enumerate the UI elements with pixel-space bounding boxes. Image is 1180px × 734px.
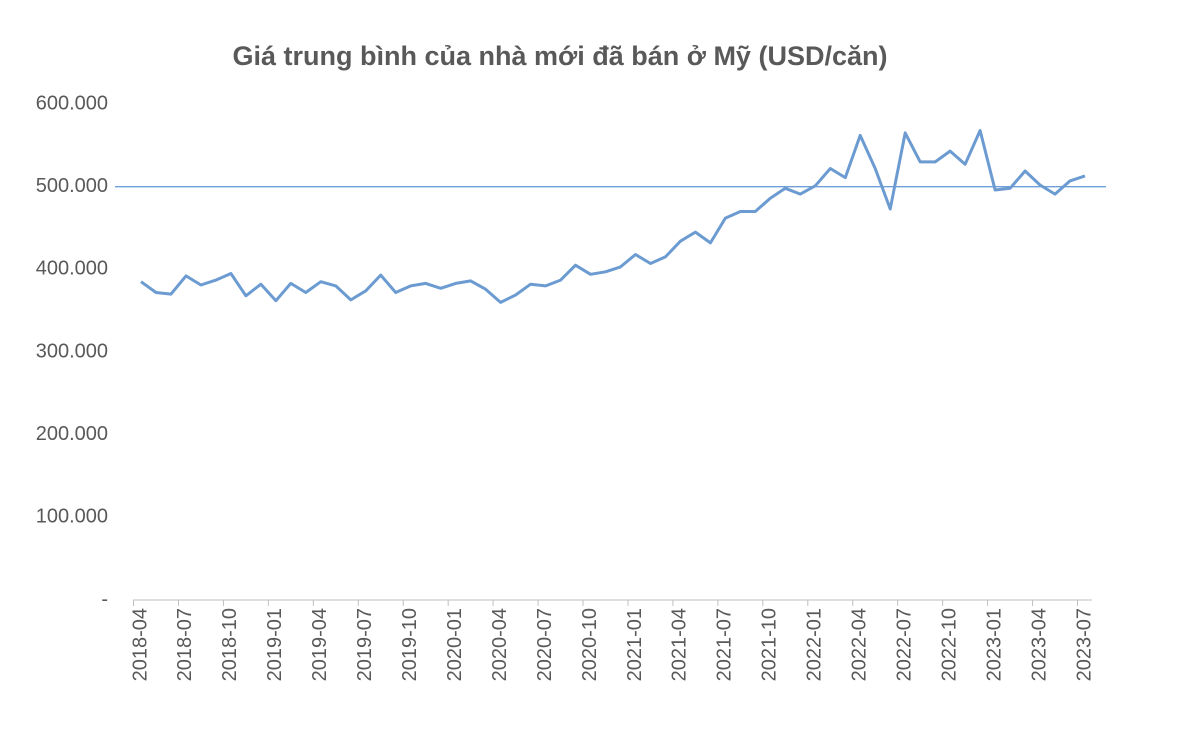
- x-tick-label: 2020-01: [444, 608, 466, 681]
- x-tick-label: 2018-04: [129, 608, 151, 681]
- x-tick-label: 2018-10: [219, 608, 241, 681]
- x-tick-label: 2019-10: [399, 608, 421, 681]
- x-tick-label: 2023-01: [983, 608, 1005, 681]
- x-tick-label: 2021-07: [714, 608, 736, 681]
- x-tick-label: 2022-01: [804, 608, 826, 681]
- data-line: [140, 129, 1086, 304]
- x-tick-label: 2021-04: [669, 608, 691, 681]
- x-tick-label: 2022-07: [893, 608, 915, 681]
- y-tick-label: 100.000: [36, 506, 108, 528]
- x-tick-label: 2019-01: [264, 608, 286, 681]
- y-tick-label: 200.000: [36, 423, 108, 445]
- x-tick-label: 2021-10: [759, 608, 781, 681]
- x-tick-label: 2022-10: [938, 608, 960, 681]
- y-tick-label: 300.000: [36, 340, 108, 362]
- x-tick-label: 2023-07: [1073, 608, 1095, 681]
- x-tick-label: 2020-07: [534, 608, 556, 681]
- y-tick-label: -: [101, 588, 108, 610]
- x-tick-label: 2022-04: [849, 608, 871, 681]
- x-tick-label: 2021-01: [624, 608, 646, 681]
- x-tick-label: 2019-04: [309, 608, 331, 681]
- y-tick-label: 500.000: [36, 175, 108, 197]
- x-tick-label: 2023-04: [1028, 608, 1050, 681]
- chart-title: Giá trung bình của nhà mới đã bán ở Mỹ (…: [233, 41, 888, 71]
- x-tick-label: 2020-04: [489, 608, 511, 681]
- x-tick-label: 2018-07: [174, 608, 196, 681]
- x-tick-label: 2019-07: [354, 608, 376, 681]
- y-tick-label: 400.000: [36, 258, 108, 280]
- y-tick-label: 600.000: [36, 92, 108, 114]
- x-tick-label: 2020-10: [579, 608, 601, 681]
